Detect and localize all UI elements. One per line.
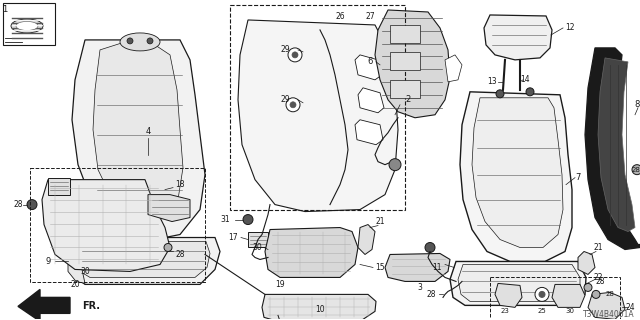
Text: 10: 10 xyxy=(315,305,325,314)
Ellipse shape xyxy=(16,21,38,30)
Polygon shape xyxy=(375,10,450,118)
Polygon shape xyxy=(262,294,376,320)
Text: 28: 28 xyxy=(631,167,640,173)
Text: 21: 21 xyxy=(375,217,385,226)
Text: 12: 12 xyxy=(565,23,575,32)
Text: 28: 28 xyxy=(426,290,436,299)
Polygon shape xyxy=(450,261,586,305)
Circle shape xyxy=(535,287,549,301)
Bar xyxy=(3,3,55,45)
Text: 6: 6 xyxy=(367,57,373,66)
Polygon shape xyxy=(18,289,70,320)
Text: 28: 28 xyxy=(13,200,23,209)
Text: 29: 29 xyxy=(280,95,290,104)
Circle shape xyxy=(243,215,253,225)
Circle shape xyxy=(632,165,640,175)
Polygon shape xyxy=(42,180,170,271)
Polygon shape xyxy=(238,20,398,212)
Bar xyxy=(30,168,205,283)
Polygon shape xyxy=(68,254,85,284)
Ellipse shape xyxy=(11,19,43,33)
Polygon shape xyxy=(265,228,358,277)
Polygon shape xyxy=(552,284,585,308)
Text: 31: 31 xyxy=(220,215,230,224)
Text: 28: 28 xyxy=(605,292,614,297)
Text: 24: 24 xyxy=(625,303,635,312)
Bar xyxy=(390,80,420,98)
Text: 7: 7 xyxy=(575,173,580,182)
Text: 30: 30 xyxy=(80,267,90,276)
Text: 11: 11 xyxy=(433,263,442,272)
Circle shape xyxy=(592,291,600,298)
Circle shape xyxy=(389,159,401,171)
Bar xyxy=(230,5,405,210)
Text: 27: 27 xyxy=(365,12,375,21)
Text: 23: 23 xyxy=(500,308,509,314)
Text: 4: 4 xyxy=(145,127,150,136)
Text: T3W4B4001A: T3W4B4001A xyxy=(584,310,635,319)
Polygon shape xyxy=(72,40,205,239)
Polygon shape xyxy=(93,42,183,218)
Text: 30: 30 xyxy=(566,308,575,314)
Polygon shape xyxy=(460,92,572,261)
Text: 21: 21 xyxy=(593,243,603,252)
Text: 17: 17 xyxy=(228,233,238,242)
Text: 18: 18 xyxy=(175,180,184,189)
Polygon shape xyxy=(458,264,580,301)
Circle shape xyxy=(288,48,302,62)
Circle shape xyxy=(292,52,298,58)
Polygon shape xyxy=(385,253,450,281)
Text: 20: 20 xyxy=(70,280,80,289)
Polygon shape xyxy=(248,232,268,247)
Polygon shape xyxy=(578,252,595,275)
Polygon shape xyxy=(76,242,210,277)
Polygon shape xyxy=(445,55,462,82)
Circle shape xyxy=(425,243,435,252)
Polygon shape xyxy=(472,98,563,247)
Text: 30: 30 xyxy=(252,243,262,252)
Text: FR.: FR. xyxy=(82,301,100,311)
Text: 28: 28 xyxy=(595,277,605,286)
Text: 15: 15 xyxy=(375,263,385,272)
Polygon shape xyxy=(355,120,383,145)
Bar xyxy=(390,25,420,43)
Circle shape xyxy=(27,200,37,210)
Text: 22: 22 xyxy=(593,273,603,282)
Polygon shape xyxy=(68,237,220,284)
Text: 8: 8 xyxy=(635,100,640,109)
Bar xyxy=(390,52,420,70)
Text: 26: 26 xyxy=(335,12,345,21)
Text: 28: 28 xyxy=(175,250,185,259)
Circle shape xyxy=(496,90,504,98)
Polygon shape xyxy=(148,195,190,221)
Circle shape xyxy=(164,244,172,252)
Text: 9: 9 xyxy=(45,257,51,266)
Polygon shape xyxy=(598,58,635,232)
Text: 14: 14 xyxy=(520,75,530,84)
Polygon shape xyxy=(358,225,375,254)
Text: 3: 3 xyxy=(417,283,422,292)
Polygon shape xyxy=(585,48,640,250)
Polygon shape xyxy=(48,178,70,195)
Circle shape xyxy=(290,102,296,108)
Text: 25: 25 xyxy=(538,308,547,314)
Text: 1: 1 xyxy=(2,5,7,14)
Bar xyxy=(490,277,620,319)
Circle shape xyxy=(584,284,592,292)
Circle shape xyxy=(127,38,133,44)
Circle shape xyxy=(539,292,545,297)
Text: 2: 2 xyxy=(405,95,410,104)
Polygon shape xyxy=(358,88,384,113)
Text: 13: 13 xyxy=(487,77,497,86)
Ellipse shape xyxy=(120,33,160,51)
Polygon shape xyxy=(588,292,625,319)
Polygon shape xyxy=(484,15,552,60)
Circle shape xyxy=(147,38,153,44)
Polygon shape xyxy=(355,55,382,80)
Text: 19: 19 xyxy=(275,280,285,289)
Circle shape xyxy=(286,98,300,112)
Circle shape xyxy=(526,88,534,96)
Polygon shape xyxy=(495,284,522,308)
Text: 29: 29 xyxy=(280,45,290,54)
